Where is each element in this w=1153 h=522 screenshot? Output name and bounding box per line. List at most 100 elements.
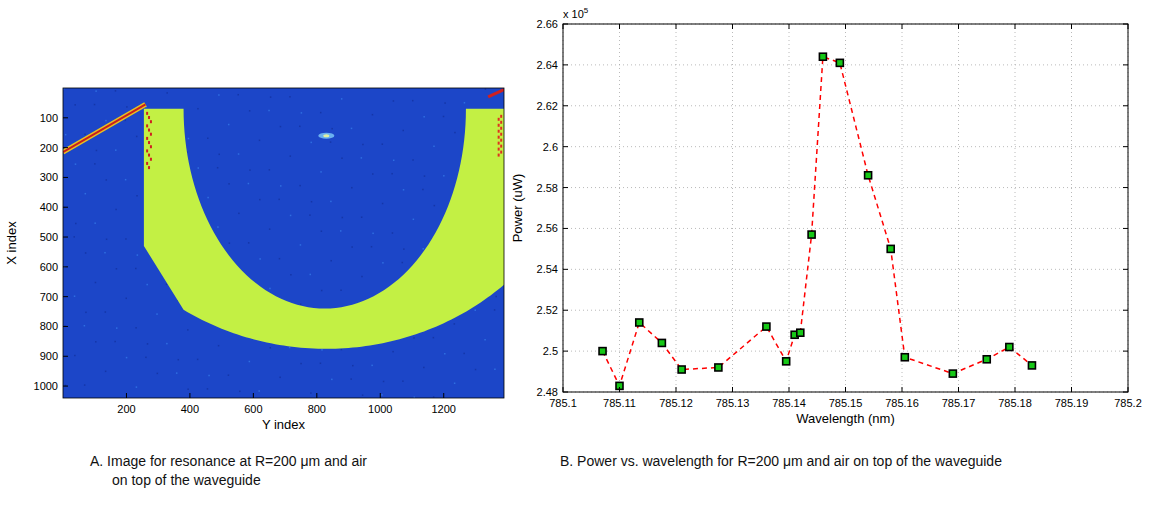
x-tick-label: 785.1 <box>549 397 577 409</box>
speckle <box>116 268 118 270</box>
hot-spot <box>498 136 500 139</box>
marker <box>887 245 894 252</box>
y-grid-line <box>563 146 1128 147</box>
speckle <box>320 171 322 173</box>
x-grid-line <box>619 24 620 392</box>
speckle <box>238 213 240 215</box>
speckle <box>74 295 76 297</box>
y-tick <box>563 105 568 106</box>
x-tick <box>1015 24 1016 29</box>
multiplier-exponent: 5 <box>584 6 589 15</box>
speckle <box>402 262 404 264</box>
speckle <box>393 100 395 102</box>
speckle <box>259 258 261 260</box>
hot-spot <box>498 154 500 157</box>
speckle <box>352 365 354 367</box>
speckle <box>84 134 86 136</box>
speckle <box>321 290 323 292</box>
hot-spot <box>148 154 150 157</box>
hot-spot <box>148 141 150 144</box>
speckle <box>330 141 332 143</box>
speckle <box>300 304 302 306</box>
y-tick <box>563 228 568 229</box>
y-tick <box>63 266 68 267</box>
speckle <box>403 248 405 250</box>
marker <box>808 231 815 238</box>
speckle <box>115 149 117 151</box>
x-tick <box>253 393 254 398</box>
speckle <box>290 215 292 217</box>
y-tick <box>63 237 68 238</box>
speckle <box>402 380 404 382</box>
hot-spot <box>498 142 500 145</box>
y-tick-label: 2.64 <box>537 59 558 71</box>
speckle <box>383 381 385 383</box>
x-tick <box>316 393 317 398</box>
hot-spot <box>498 124 500 127</box>
x-tick <box>1071 24 1072 29</box>
y-tick <box>63 386 68 387</box>
x-tick <box>958 387 959 392</box>
x-tick <box>902 387 903 392</box>
speckle <box>309 214 311 216</box>
speckle <box>95 341 97 343</box>
speckle <box>147 343 149 345</box>
x-tick <box>845 24 846 29</box>
speckle <box>106 179 108 181</box>
y-tick <box>1123 105 1128 106</box>
speckle <box>392 232 394 234</box>
speckle <box>382 143 384 145</box>
y-tick <box>1123 310 1128 311</box>
speckle <box>341 157 343 159</box>
speckle <box>85 252 87 254</box>
y-tick <box>563 187 568 188</box>
y-tick-label: 2.5 <box>543 345 558 357</box>
speckle <box>74 355 76 357</box>
speckle <box>125 120 127 122</box>
speckle <box>321 230 323 232</box>
marker <box>715 364 722 371</box>
speckle <box>372 173 374 175</box>
y-tick <box>63 296 68 297</box>
x-tick-label: 600 <box>244 403 262 415</box>
speckle <box>331 128 333 130</box>
hot-spot <box>500 127 502 130</box>
y-tick <box>563 310 568 311</box>
x-tick <box>1128 387 1129 392</box>
x-tick <box>619 387 620 392</box>
speckle <box>146 284 148 286</box>
caption: A. Image for resonance at R=200 μm and a… <box>90 452 382 490</box>
speckle <box>249 110 251 112</box>
hot-spot <box>498 118 500 121</box>
x-tick <box>126 393 127 398</box>
speckle <box>207 137 209 139</box>
y-tick-label: 500 <box>40 231 58 243</box>
x-tick-label: 800 <box>308 403 326 415</box>
hot-spot <box>500 133 502 136</box>
x-tick <box>563 387 564 392</box>
speckle <box>320 363 322 365</box>
speckle <box>166 284 168 286</box>
x-grid-line <box>732 24 733 392</box>
speckle <box>94 104 96 106</box>
x-tick <box>676 24 677 29</box>
speckle <box>156 313 158 315</box>
speckle <box>105 371 107 373</box>
y-tick <box>1123 228 1128 229</box>
y-tick <box>63 117 68 118</box>
speckle <box>434 205 436 207</box>
x-grid-line <box>1015 24 1016 392</box>
y-tick <box>1123 392 1128 393</box>
speckle <box>176 372 178 374</box>
speckle <box>371 365 373 367</box>
x-tick <box>563 24 564 29</box>
speckle <box>279 377 281 379</box>
speckle <box>361 216 363 218</box>
speckle <box>341 349 343 351</box>
speckle <box>463 353 465 355</box>
hot-spot <box>500 121 502 124</box>
hot-spot <box>498 130 500 133</box>
y-tick <box>563 269 568 270</box>
speckle <box>270 347 272 349</box>
speckle <box>95 282 97 284</box>
